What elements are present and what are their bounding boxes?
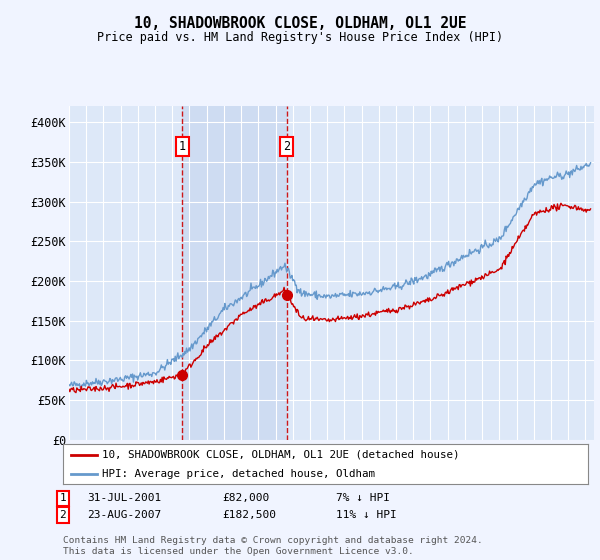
Text: 1: 1 (179, 139, 186, 152)
Text: 23-AUG-2007: 23-AUG-2007 (87, 510, 161, 520)
Text: 11% ↓ HPI: 11% ↓ HPI (336, 510, 397, 520)
Text: Price paid vs. HM Land Registry's House Price Index (HPI): Price paid vs. HM Land Registry's House … (97, 31, 503, 44)
Text: 10, SHADOWBROOK CLOSE, OLDHAM, OL1 2UE (detached house): 10, SHADOWBROOK CLOSE, OLDHAM, OL1 2UE (… (103, 450, 460, 460)
Text: 2: 2 (283, 139, 290, 152)
Text: 7% ↓ HPI: 7% ↓ HPI (336, 493, 390, 503)
Text: 2: 2 (59, 510, 67, 520)
Text: 1: 1 (59, 493, 67, 503)
Text: £82,000: £82,000 (222, 493, 269, 503)
Text: Contains HM Land Registry data © Crown copyright and database right 2024.
This d: Contains HM Land Registry data © Crown c… (63, 536, 483, 556)
Text: HPI: Average price, detached house, Oldham: HPI: Average price, detached house, Oldh… (103, 469, 376, 478)
Bar (182, 106, 287, 440)
Text: 31-JUL-2001: 31-JUL-2001 (87, 493, 161, 503)
Text: 10, SHADOWBROOK CLOSE, OLDHAM, OL1 2UE: 10, SHADOWBROOK CLOSE, OLDHAM, OL1 2UE (134, 16, 466, 31)
Text: £182,500: £182,500 (222, 510, 276, 520)
